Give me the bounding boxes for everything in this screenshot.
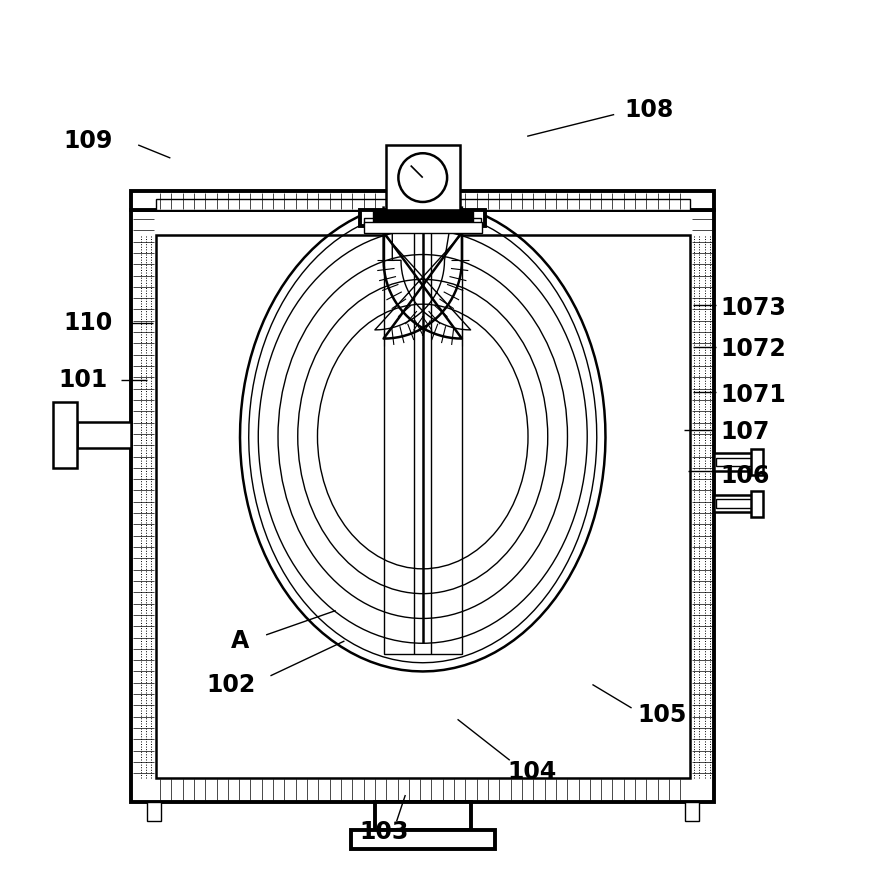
Bar: [372, 210, 473, 223]
Bar: [132, 191, 714, 210]
Text: 107: 107: [720, 420, 769, 444]
Bar: [685, 802, 699, 821]
Bar: [360, 210, 485, 226]
Text: 110: 110: [63, 312, 112, 335]
Bar: [751, 491, 763, 517]
Bar: [714, 495, 759, 512]
Bar: [751, 449, 763, 475]
Bar: [364, 218, 481, 226]
Bar: [132, 210, 714, 802]
Text: 105: 105: [637, 703, 686, 727]
Text: 109: 109: [63, 128, 112, 153]
Bar: [53, 402, 77, 468]
Bar: [386, 145, 460, 210]
Bar: [156, 199, 690, 210]
Bar: [156, 235, 690, 778]
Text: 102: 102: [206, 672, 256, 697]
Text: 1071: 1071: [721, 382, 786, 407]
Text: A: A: [231, 629, 249, 653]
Text: 104: 104: [507, 760, 557, 784]
Text: 101: 101: [59, 368, 108, 392]
Text: 106: 106: [720, 464, 769, 488]
Text: 1072: 1072: [721, 338, 786, 361]
Text: 1073: 1073: [720, 296, 787, 320]
Text: 103: 103: [359, 821, 408, 844]
Circle shape: [398, 154, 447, 202]
Bar: [77, 422, 132, 448]
Bar: [716, 457, 753, 466]
Text: 108: 108: [624, 98, 674, 122]
Bar: [714, 453, 759, 471]
Bar: [351, 830, 494, 849]
Bar: [383, 210, 462, 654]
Bar: [364, 223, 482, 233]
Bar: [375, 802, 470, 830]
Bar: [716, 499, 753, 508]
Bar: [147, 802, 161, 821]
